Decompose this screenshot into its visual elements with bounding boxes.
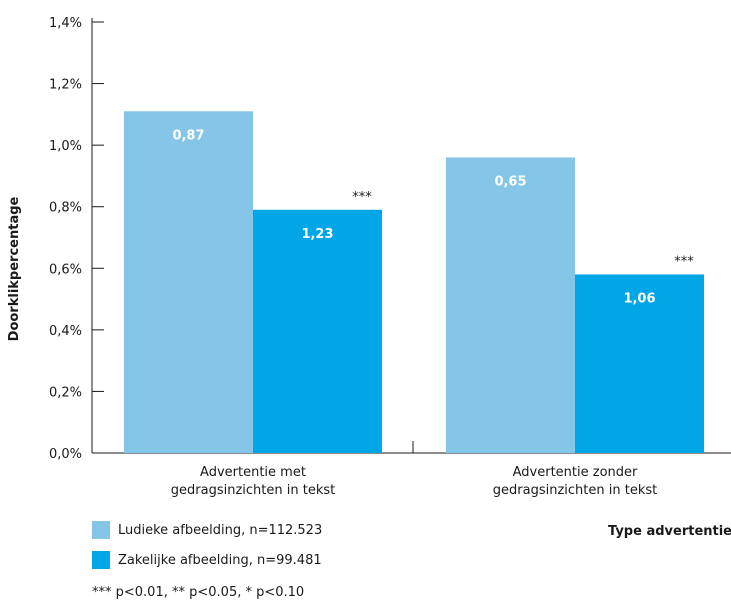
x-category-label-line: gedragsinzichten in tekst [171, 483, 335, 498]
significance-note: *** p<0.01, ** p<0.05, * p<0.10 [92, 585, 305, 600]
x-category-label-line: Advertentie met [200, 465, 306, 480]
y-tick-label: 0,4% [49, 324, 82, 339]
bar-data-label: 1,06 [623, 291, 655, 306]
bar-data-label: 1,23 [301, 227, 333, 242]
y-tick-label: 0,2% [49, 385, 82, 400]
y-tick-label: 1,0% [49, 139, 82, 154]
x-category-label: Advertentie met gedragsinzichten in tekst [171, 465, 335, 498]
bar [446, 157, 575, 453]
legend-swatch-zakelijk [92, 551, 110, 569]
y-tick-label: 1,4% [49, 16, 82, 31]
bar-data-label: 0,65 [494, 174, 526, 189]
y-axis-label: Doorklikpercentage [7, 196, 22, 341]
significance-marker: *** [352, 190, 372, 205]
legend-swatch-ludiek [92, 521, 110, 539]
y-tick-label: 0,6% [49, 262, 82, 277]
bar [124, 111, 253, 454]
x-category-label-line: Advertentie zonder [513, 465, 638, 480]
bars: 0,87 1,23 *** 0,65 1,06 *** [124, 111, 704, 454]
y-tick-label: 0,8% [49, 201, 82, 216]
x-axis-label: Type advertentie [608, 524, 731, 539]
x-axis-categories: Advertentie met gedragsinzichten in tekst… [171, 465, 657, 498]
y-tick-label: 0,0% [49, 447, 82, 462]
legend-label-zakelijk: Zakelijke afbeelding, n=99.481 [118, 552, 322, 568]
bar-data-label: 0,87 [172, 128, 204, 143]
bar [253, 209, 382, 453]
legend-item-zakelijk: Zakelijke afbeelding, n=99.481 [92, 551, 322, 569]
significance-marker: *** [674, 254, 694, 269]
legend-item-ludiek: Ludieke afbeelding, n=112.523 [92, 521, 322, 539]
y-tick-label: 1,2% [49, 78, 82, 93]
legend: Ludieke afbeelding, n=112.523 Zakelijke … [92, 521, 322, 581]
legend-label-ludiek: Ludieke afbeelding, n=112.523 [118, 522, 323, 538]
x-category-label-line: gedragsinzichten in tekst [493, 483, 657, 498]
x-category-label: Advertentie zonder gedragsinzichten in te… [493, 465, 657, 498]
bar [575, 274, 704, 453]
